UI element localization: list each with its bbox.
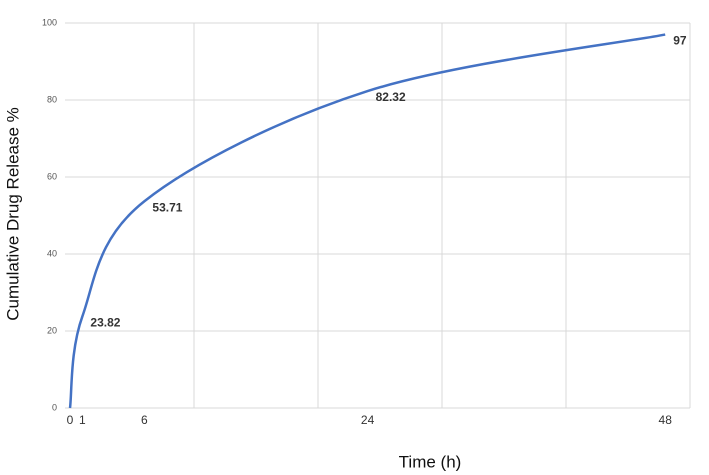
- x-tick-label: 24: [361, 413, 375, 427]
- y-tick-label: 40: [47, 248, 57, 258]
- x-tick-label: 1: [79, 413, 86, 427]
- y-tick-label: 20: [47, 325, 57, 335]
- x-tick-label: 48: [659, 413, 673, 427]
- y-tick-label: 60: [47, 171, 57, 181]
- y-tick-label: 80: [47, 94, 57, 104]
- x-tick-label: 6: [141, 413, 148, 427]
- y-tick-label: 100: [42, 17, 57, 27]
- y-axis-title: Cumulative Drug Release %: [3, 107, 22, 321]
- x-tick-label: 0: [67, 413, 74, 427]
- data-label: 53.71: [152, 200, 182, 214]
- data-label: 97: [673, 34, 687, 48]
- line: [68, 33, 666, 409]
- y-tick-label: 0: [52, 402, 57, 412]
- data-label: 23.82: [90, 315, 120, 329]
- data-label: 82.32: [376, 90, 406, 104]
- x-axis-title: Time (h): [399, 452, 462, 471]
